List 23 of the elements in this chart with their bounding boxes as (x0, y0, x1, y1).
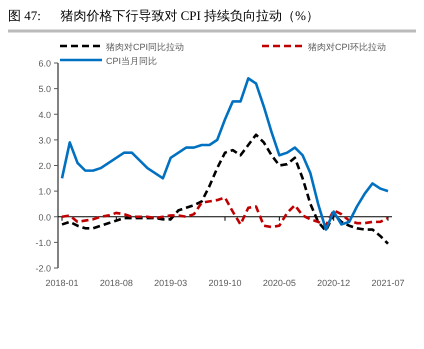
legend-label: 猪肉对CPI同比拉动 (106, 42, 184, 52)
y-tick-label: 6.0 (38, 58, 51, 68)
y-tick-label: 0.0 (38, 212, 51, 222)
y-tick-label: -1.0 (35, 238, 51, 248)
x-tick-label: 2019-10 (208, 278, 242, 288)
x-tick-label: 2018-01 (45, 278, 79, 288)
y-tick-label: 1.0 (38, 186, 51, 197)
y-tick-label: -2.0 (35, 264, 51, 274)
legend-label: 猪肉对CPI环比拉动 (308, 42, 386, 52)
y-tick-label: 2.0 (38, 161, 51, 171)
x-tick-label: 2020-05 (262, 278, 296, 288)
chart-title: 图 47: 猪肉价格下行导致对 CPI 持续负向拉动（%） (8, 8, 319, 23)
line-series (60, 133, 390, 245)
y-tick-label: 3.0 (38, 135, 51, 146)
x-tick-label: 2019-03 (154, 278, 188, 288)
legend-label: CPI当月同比 (106, 56, 158, 66)
line-series (60, 196, 390, 228)
y-tick-label: 4.0 (38, 110, 51, 120)
line-series (60, 77, 390, 231)
x-tick-label: 2020-12 (317, 278, 350, 288)
x-tick-label: 2021-07 (371, 278, 405, 288)
y-tick-label: 5.0 (38, 84, 51, 94)
x-tick-label: 2018-08 (100, 278, 133, 288)
